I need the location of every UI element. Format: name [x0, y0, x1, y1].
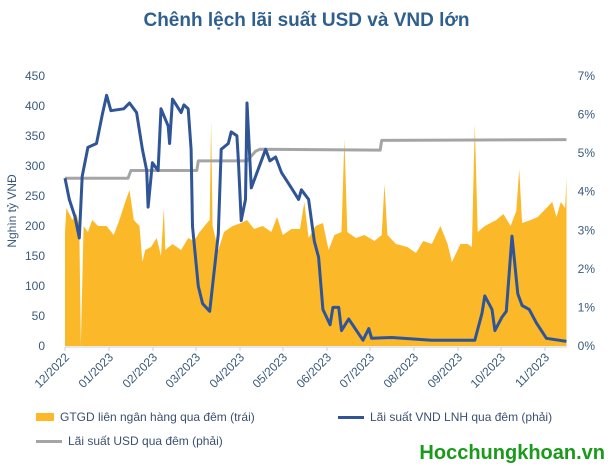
y-left-tick-label: 350 — [25, 129, 45, 143]
series-line-vnd-rate — [63, 93, 567, 343]
x-tick-label: 07/2023 — [337, 350, 378, 391]
y-right-tick-label: 1% — [578, 300, 596, 314]
y-right-tick-label: 5% — [578, 146, 596, 160]
legend-item-area: GTGD liên ngân hàng qua đêm (trái) — [36, 410, 255, 424]
y-left-axis-label: Nghìn tỷ VNĐ — [5, 174, 19, 248]
y-left-tick-label: 0 — [38, 339, 45, 353]
y-left-tick-label: 200 — [25, 219, 45, 233]
x-tick-label: 05/2023 — [250, 350, 291, 391]
legend-swatch-vnd — [338, 415, 364, 419]
y-right-tick-label: 6% — [578, 108, 596, 122]
x-tick-label: 03/2023 — [163, 350, 204, 391]
y-right-tick-label: 4% — [578, 185, 596, 199]
x-tick-label: 02/2023 — [120, 350, 161, 391]
y-left-tick-label: 250 — [25, 189, 45, 203]
legend-label-vnd: Lãi suất VND LNH qua đêm (phải) — [370, 410, 553, 424]
y-right-tick-label: 2% — [578, 262, 596, 276]
legend-label-area: GTGD liên ngân hàng qua đêm (trái) — [60, 410, 255, 424]
y-left-tick-label: 400 — [25, 99, 45, 113]
y-left-tick-label: 450 — [25, 69, 45, 83]
legend-swatch-area — [36, 413, 54, 421]
x-tick-label: 08/2023 — [381, 350, 422, 391]
series-area-interbank-volume — [65, 121, 567, 346]
y-left-tick-label: 100 — [25, 279, 45, 293]
legend-label-usd: Lãi suất USD qua đêm (phải) — [68, 434, 223, 448]
x-tick-label: 11/2023 — [512, 350, 552, 390]
x-tick-label: 04/2023 — [207, 350, 248, 391]
legend-swatch-usd — [36, 439, 62, 443]
legend-item-usd: Lãi suất USD qua đêm (phải) — [36, 434, 223, 448]
y-left-tick-label: 300 — [25, 159, 45, 173]
x-tick-label: 12/2022 — [32, 350, 73, 391]
x-tick-label: 06/2023 — [294, 350, 335, 391]
series-line-usd-rate — [65, 138, 567, 180]
y-right-tick-label: 3% — [578, 223, 596, 237]
y-left-tick-label: 50 — [32, 309, 46, 323]
legend-item-vnd: Lãi suất VND LNH qua đêm (phải) — [338, 410, 552, 424]
watermark: Hocchungkhoan.vn — [419, 442, 605, 464]
y-left-tick-label: 150 — [25, 249, 45, 263]
y-right-tick-label: 7% — [578, 69, 596, 83]
x-tick-label: 09/2023 — [425, 350, 466, 391]
y-right-tick-label: 0% — [578, 339, 596, 353]
x-tick-label: 10/2023 — [468, 350, 509, 391]
x-tick-label: 01/2023 — [76, 350, 117, 391]
chart-title: Chênh lệch lãi suất USD và VND lớn — [143, 10, 470, 31]
